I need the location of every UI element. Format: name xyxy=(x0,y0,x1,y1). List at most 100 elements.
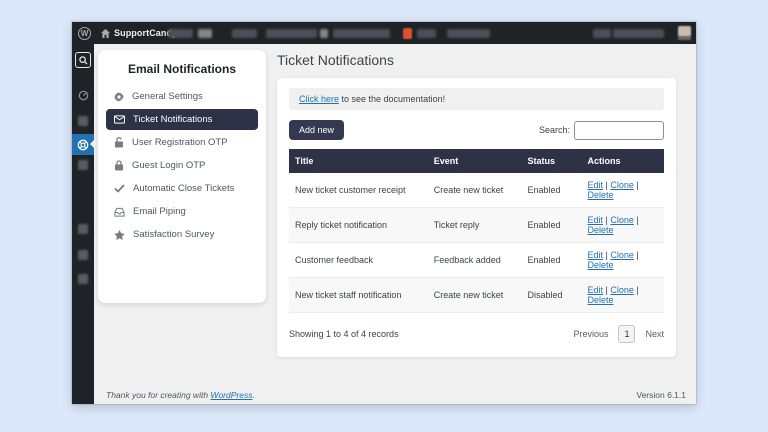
column-header-event: Event xyxy=(427,149,522,173)
search-icon[interactable] xyxy=(75,52,91,68)
action-separator: | xyxy=(633,285,639,295)
delete-link[interactable]: Delete xyxy=(587,225,614,235)
wordpress-logo-icon[interactable]: W xyxy=(78,26,91,40)
current-item-notch xyxy=(90,140,94,148)
action-separator: | xyxy=(603,285,611,295)
documentation-link[interactable]: Click here xyxy=(299,94,340,104)
footer-thanks-suffix: . xyxy=(252,390,255,400)
edit-link[interactable]: Edit xyxy=(587,215,604,225)
admin-content: Email Notifications General Settings Tick… xyxy=(94,44,696,404)
action-separator: | xyxy=(603,180,611,190)
wp-admin-bar: W SupportCandy xyxy=(72,22,696,44)
column-header-actions: Actions xyxy=(581,149,664,173)
sidebar-item-user-registration-otp[interactable]: User Registration OTP xyxy=(106,132,258,153)
sidebar-item-supportcandy[interactable] xyxy=(72,134,94,155)
sidebar-item-general-settings[interactable]: General Settings xyxy=(106,86,258,107)
cell-actions: Edit | Clone | Delete xyxy=(581,277,664,313)
sidebar-item-label: Ticket Notifications xyxy=(133,114,213,125)
inbox-icon xyxy=(114,207,125,217)
records-summary: Showing 1 to 4 of 4 records xyxy=(289,329,399,339)
redacted-menu-icon[interactable] xyxy=(78,250,88,260)
next-button[interactable]: Next xyxy=(645,329,664,339)
table-row: Customer feedback Feedback added Enabled Ed… xyxy=(289,242,664,278)
sidebar-item-guest-login-otp[interactable]: Guest Login OTP xyxy=(106,155,258,176)
redacted-adminbar-item[interactable] xyxy=(168,29,193,38)
cell-actions: Edit | Clone | Delete xyxy=(581,242,664,278)
footer-thanks-text: Thank you for creating with xyxy=(106,390,211,400)
gear-icon xyxy=(114,91,124,102)
search-label: Search: xyxy=(538,125,570,135)
sidebar-item-automatic-close-tickets[interactable]: Automatic Close Tickets xyxy=(106,178,258,199)
table-header-row: Title Event Status Actions xyxy=(289,149,664,173)
add-new-button[interactable]: Add new xyxy=(289,120,345,140)
action-separator: | xyxy=(633,250,639,260)
wordpress-link[interactable]: WordPress xyxy=(210,390,253,400)
site-name-link[interactable]: SupportCandy xyxy=(114,28,178,38)
cell-event: Create new ticket xyxy=(427,277,522,313)
sidebar-item-ticket-notifications[interactable]: Ticket Notifications xyxy=(106,109,258,130)
ticket-notifications-card: Click here to see the documentation! Add… xyxy=(277,78,676,357)
wp-admin-menu xyxy=(72,44,94,404)
wp-footer: Thank you for creating with WordPress. V… xyxy=(94,386,696,404)
cell-title: New ticket customer receipt xyxy=(289,173,428,208)
column-header-title: Title xyxy=(289,149,428,173)
redacted-adminbar-item[interactable] xyxy=(266,29,317,38)
previous-button[interactable]: Previous xyxy=(573,329,609,339)
delete-link[interactable]: Delete xyxy=(587,295,614,305)
cell-title: Reply ticket notification xyxy=(289,207,428,243)
cell-status: Enabled xyxy=(521,173,582,208)
table-toolbar: Add new Search: xyxy=(289,120,664,140)
plugin-sidebar: Email Notifications General Settings Tick… xyxy=(98,50,266,303)
cell-status: Disabled xyxy=(521,277,582,313)
search-input[interactable] xyxy=(574,120,664,140)
sidebar-item-satisfaction-survey[interactable]: Satisfaction Survey xyxy=(106,224,258,245)
plugin-sidebar-title: Email Notifications xyxy=(127,62,237,76)
redacted-adminbar-item[interactable] xyxy=(333,29,390,38)
sidebar-item-label: Automatic Close Tickets xyxy=(133,183,235,194)
cell-status: Enabled xyxy=(521,242,582,278)
redacted-adminbar-item[interactable] xyxy=(447,29,490,38)
cell-event: Ticket reply xyxy=(427,207,522,243)
star-icon xyxy=(114,229,125,240)
avatar[interactable] xyxy=(678,26,691,40)
action-separator: | xyxy=(633,180,639,190)
redacted-menu-icon[interactable] xyxy=(78,224,88,234)
dashboard-icon[interactable] xyxy=(72,90,94,101)
edit-link[interactable]: Edit xyxy=(587,250,604,260)
clone-link[interactable]: Clone xyxy=(610,285,634,295)
table-row: New ticket staff notification Create new … xyxy=(289,277,664,313)
column-header-status: Status xyxy=(521,149,582,173)
redacted-adminbar-item[interactable] xyxy=(593,29,611,38)
sidebar-item-label: Guest Login OTP xyxy=(132,160,206,171)
redacted-adminbar-item[interactable] xyxy=(320,29,328,38)
cell-title: New ticket staff notification xyxy=(289,277,428,313)
redacted-adminbar-item[interactable] xyxy=(232,29,257,38)
notifications-table: Title Event Status Actions New ticket custo… xyxy=(289,149,664,313)
check-icon xyxy=(114,184,125,193)
redacted-menu-icon[interactable] xyxy=(78,160,88,170)
documentation-notice: Click here to see the documentation! xyxy=(289,88,664,110)
update-badge[interactable] xyxy=(403,28,412,39)
delete-link[interactable]: Delete xyxy=(587,190,614,200)
edit-link[interactable]: Edit xyxy=(587,285,604,295)
cell-event: Feedback added xyxy=(427,242,522,278)
redacted-adminbar-item[interactable] xyxy=(198,29,212,38)
footer-thanks: Thank you for creating with WordPress. xyxy=(106,390,255,400)
plugin-sidebar-nav: General Settings Ticket Notifications User… xyxy=(104,86,260,245)
main-panel: Ticket Notifications Click here to see t… xyxy=(277,50,676,386)
redacted-menu-icon[interactable] xyxy=(78,116,88,126)
action-separator: | xyxy=(603,215,611,225)
redacted-adminbar-item[interactable] xyxy=(417,29,436,38)
browser-window: W SupportCandy xyxy=(72,22,696,404)
sidebar-item-email-piping[interactable]: Email Piping xyxy=(106,201,258,222)
home-icon[interactable] xyxy=(101,28,110,38)
delete-link[interactable]: Delete xyxy=(587,260,614,270)
edit-link[interactable]: Edit xyxy=(587,180,604,190)
clone-link[interactable]: Clone xyxy=(610,180,634,190)
redacted-adminbar-item[interactable] xyxy=(613,29,664,38)
clone-link[interactable]: Clone xyxy=(610,250,634,260)
sidebar-item-label: Satisfaction Survey xyxy=(133,229,215,240)
clone-link[interactable]: Clone xyxy=(610,215,634,225)
page-1-button[interactable]: 1 xyxy=(618,325,636,343)
redacted-menu-icon[interactable] xyxy=(78,274,88,284)
